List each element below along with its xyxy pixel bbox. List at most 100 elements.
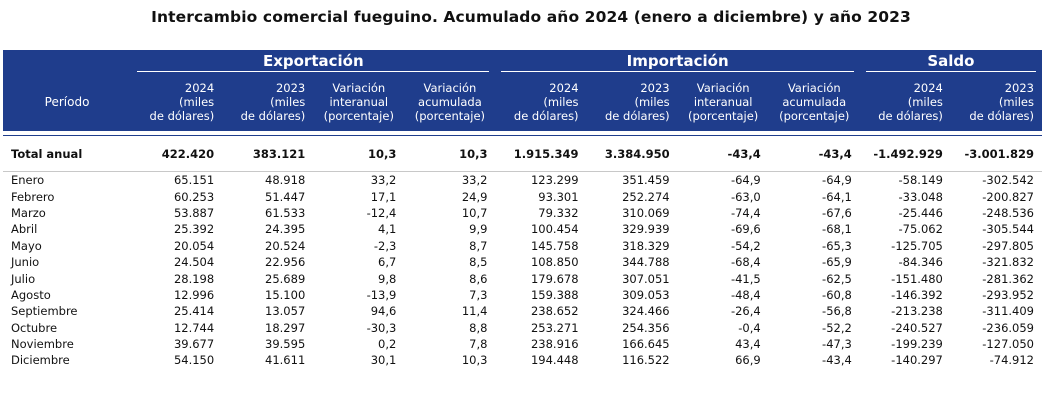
row-label: Marzo	[11, 205, 46, 220]
header-import-2023: 2023 (miles de dólares)	[586, 73, 678, 131]
header-line: 2024	[549, 80, 579, 95]
cell-export-2023: 18.297	[265, 320, 306, 335]
cell-export-2024: 54.150	[173, 353, 215, 368]
header-line: 2023	[275, 80, 306, 95]
cell-export-2024: 53.887	[173, 205, 215, 220]
cell-export-var-interanual: -2,3	[373, 238, 397, 253]
cell-export-var-acumulada: 24,9	[461, 189, 488, 204]
header-line: de dólares)	[604, 108, 670, 123]
header-line: interanual	[329, 94, 389, 109]
cell-import-var-acumulada: -68,1	[822, 222, 852, 237]
table-title: Intercambio comercial fueguino. Acumulad…	[151, 8, 911, 26]
separator-line-cell	[3, 171, 1042, 172]
cell-saldo-2024: -146.392	[891, 287, 943, 302]
cell-export-var-interanual: 30,1	[370, 353, 397, 368]
cell-saldo-2024: -240.527	[891, 320, 943, 335]
column-header-row: Período 2024 (miles de dólares) 2023 (miles d…	[3, 73, 1042, 131]
cell-export-2023: 39.595	[265, 337, 306, 352]
row-label: Septiembre	[11, 304, 78, 319]
cell-import-var-acumulada: -67,6	[822, 205, 852, 220]
cell-import-2024: 194.448	[530, 353, 579, 368]
cell-saldo-2024: -1.492.929	[873, 146, 943, 161]
cell-import-var-interanual: 66,9	[735, 353, 761, 368]
cell-import-var-interanual: -54,2	[730, 238, 761, 253]
cell-export-2024: 65.151	[173, 173, 215, 188]
table-row: Septiembre 25.414 13.057 94,6 11,4 238.652 324…	[3, 303, 1042, 319]
cell-import-2023: 318.329	[622, 238, 670, 253]
header-line: acumulada	[782, 94, 847, 109]
header-line: 2023	[1004, 80, 1034, 95]
header-line: Variación	[787, 80, 841, 95]
cell-import-2023: 166.645	[622, 337, 670, 352]
cell-export-var-interanual: 0,2	[378, 337, 397, 352]
cell-saldo-2023: -281.362	[982, 271, 1034, 286]
header-line: (miles	[543, 94, 579, 109]
header-line: (miles	[634, 94, 670, 109]
table-row: Junio 24.504 22.956 6,7 8,5 108.850 344.788 -68…	[3, 254, 1042, 270]
cell-export-var-acumulada: 8,6	[469, 271, 488, 286]
cell-saldo-2023: -236.059	[982, 320, 1034, 335]
spacer-total	[3, 163, 1042, 172]
cell-import-2023: 254.356	[622, 320, 670, 335]
group-header-row: Exportación Importación Saldo	[3, 50, 1042, 73]
header-line: Variación	[696, 80, 750, 95]
cell-export-2023: 41.611	[265, 353, 306, 368]
cell-import-var-interanual: -63,0	[730, 189, 761, 204]
table-row: Total anual 422.420 383.121 10,3 10,3 1.915.3…	[3, 144, 1042, 163]
cell-export-2024: 25.392	[173, 222, 215, 237]
cell-import-var-interanual: -26,4	[730, 304, 761, 319]
header-line: 2023	[640, 80, 670, 95]
cell-export-var-acumulada: 10,3	[461, 353, 488, 368]
spacer-top-cell	[3, 136, 1042, 145]
cell-export-var-acumulada: 33,2	[461, 173, 488, 188]
cell-export-var-interanual: -12,4	[366, 205, 397, 220]
cell-saldo-2024: -75.062	[898, 222, 943, 237]
cell-import-2024: 108.850	[530, 255, 579, 270]
cell-import-2024: 238.652	[530, 304, 579, 319]
header-rule-cell	[3, 130, 1042, 136]
cell-import-var-interanual: -41,5	[730, 271, 761, 286]
cell-import-2023: 310.069	[622, 205, 670, 220]
cell-export-var-interanual: 6,7	[378, 255, 397, 270]
header-saldo-2023: 2023 (miles de dólares)	[950, 73, 1042, 131]
separator-line	[3, 171, 1042, 172]
cell-import-var-interanual: -68,4	[730, 255, 761, 270]
group-header-blank	[3, 50, 132, 73]
table-row: Octubre 12.744 18.297 -30,3 8,8 253.271 254.35…	[3, 320, 1042, 336]
header-line: (porcentaje)	[323, 108, 394, 123]
row-label: Octubre	[11, 320, 58, 335]
cell-export-2023: 25.689	[265, 271, 306, 286]
cell-import-2024: 1.915.349	[513, 146, 579, 161]
header-export-2023: 2023 (miles de dólares)	[222, 73, 314, 131]
cell-import-2024: 253.271	[530, 320, 579, 335]
cell-export-var-interanual: 4,1	[378, 222, 397, 237]
cell-saldo-2023: -74.912	[989, 353, 1034, 368]
header-line: (miles	[907, 94, 943, 109]
group-saldo: Saldo	[859, 50, 1042, 73]
header-saldo-2024: 2024 (miles de dólares)	[859, 73, 951, 131]
header-bottom-rule	[3, 130, 1042, 136]
cell-export-var-acumulada: 9,9	[469, 222, 488, 237]
table-body: Total anual 422.420 383.121 10,3 10,3 1.915.3…	[3, 136, 1042, 369]
cell-import-var-interanual: -43,4	[727, 146, 761, 161]
cell-import-2024: 100.454	[530, 222, 579, 237]
header-line: (porcentaje)	[688, 108, 759, 123]
cell-export-2023: 20.524	[265, 238, 306, 253]
cell-export-var-interanual: 33,2	[370, 173, 397, 188]
table-row: Noviembre 39.677 39.595 0,2 7,8 238.916 166.64…	[3, 336, 1042, 352]
table-row: Diciembre 54.150 41.611 30,1 10,3 194.448 116.…	[3, 352, 1042, 368]
cell-import-2023: 324.466	[622, 304, 670, 319]
cell-export-2024: 20.054	[173, 238, 215, 253]
cell-import-var-acumulada: -47,3	[822, 337, 852, 352]
cell-import-var-acumulada: -65,9	[822, 255, 852, 270]
table-row: Julio 28.198 25.689 9,8 8,6 179.678 307.051 -41…	[3, 270, 1042, 286]
cell-import-var-interanual: -74,4	[730, 205, 761, 220]
header-export-2024: 2024 (miles de dólares)	[131, 73, 223, 131]
cell-saldo-2024: -213.238	[891, 304, 943, 319]
cell-import-2023: 351.459	[622, 173, 670, 188]
cell-export-var-acumulada: 8,5	[469, 255, 488, 270]
cell-saldo-2023: -302.542	[982, 173, 1034, 188]
row-label: Agosto	[11, 287, 51, 302]
cell-saldo-2023: -200.827	[982, 189, 1034, 204]
cell-saldo-2024: -25.446	[898, 205, 943, 220]
